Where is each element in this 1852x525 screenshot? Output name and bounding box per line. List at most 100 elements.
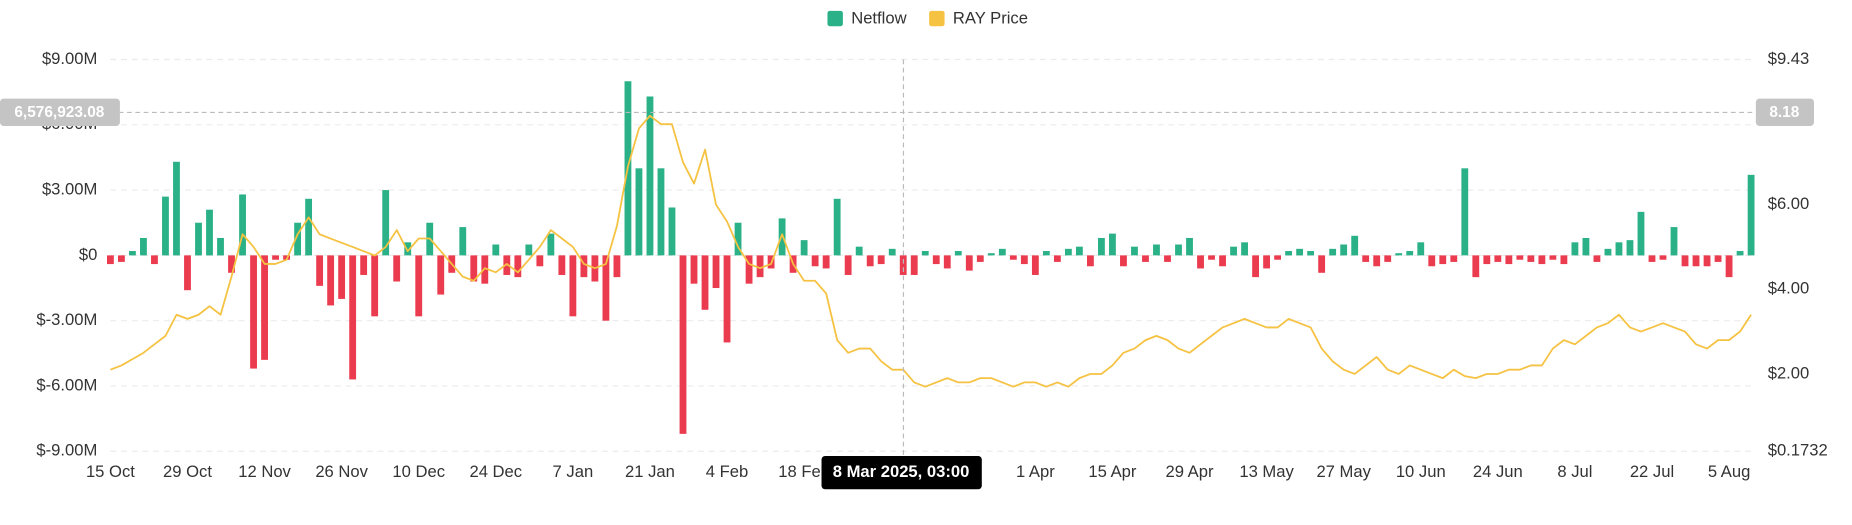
- bar: [1219, 255, 1226, 267]
- bar: [316, 255, 324, 286]
- x-tick-label: 15 Apr: [1088, 462, 1136, 481]
- bar: [679, 255, 687, 434]
- x-tick-label: 8 Jul: [1557, 462, 1592, 481]
- bar: [437, 255, 445, 295]
- legend-label: Netflow: [851, 9, 907, 28]
- bar: [1175, 244, 1182, 256]
- bar: [1296, 248, 1304, 256]
- bar: [1009, 255, 1017, 260]
- bar: [1516, 255, 1524, 260]
- y-tick-label: $0: [79, 245, 97, 264]
- bar: [943, 255, 951, 269]
- bar: [1659, 255, 1667, 260]
- bar: [811, 255, 819, 267]
- bar: [492, 244, 500, 256]
- bar: [558, 255, 566, 275]
- bar: [1351, 235, 1359, 256]
- bar: [1604, 248, 1612, 256]
- x-tick-label: 21 Jan: [625, 462, 675, 481]
- bar: [1064, 248, 1072, 256]
- bar: [338, 255, 346, 299]
- crosshair-x-box: [821, 456, 982, 490]
- bar: [536, 255, 544, 267]
- bar: [1450, 255, 1458, 262]
- bar: [1428, 255, 1436, 267]
- bar: [1208, 255, 1215, 260]
- plot-area: $-9.00M$-6.00M$-3.00M$0$3.00M$6.00M$9.00…: [36, 9, 1827, 482]
- bar: [1417, 242, 1425, 256]
- bar: [261, 255, 268, 360]
- bar: [1461, 168, 1469, 256]
- bar: [1670, 227, 1678, 256]
- bar: [459, 227, 467, 256]
- price-line: [110, 114, 1752, 388]
- bar: [800, 240, 808, 256]
- bar: [855, 246, 863, 256]
- x-tick-label: 7 Jan: [553, 462, 594, 481]
- bar: [734, 222, 742, 256]
- bar: [1075, 246, 1083, 256]
- y2-tick-label: $2.00: [1768, 363, 1810, 382]
- x-tick-label: 29 Apr: [1165, 462, 1213, 481]
- bar: [690, 255, 698, 284]
- bar: [106, 255, 114, 265]
- bar: [294, 222, 302, 256]
- x-tick-label: 24 Jun: [1473, 462, 1523, 481]
- bar: [1527, 255, 1535, 262]
- bar: [1340, 244, 1348, 256]
- bar: [1648, 255, 1656, 262]
- bar: [987, 253, 995, 256]
- bar: [195, 222, 202, 256]
- bar: [1582, 237, 1590, 256]
- bar: [1439, 255, 1447, 265]
- bar: [1692, 255, 1700, 267]
- bar: [712, 255, 720, 289]
- bar: [1571, 242, 1579, 256]
- bar: [514, 255, 522, 278]
- bar: [866, 255, 874, 267]
- bar: [1153, 244, 1160, 256]
- bar: [1230, 246, 1237, 256]
- bar: [1549, 255, 1557, 260]
- bar: [1483, 255, 1491, 265]
- bar: [327, 255, 335, 306]
- x-tick-label: 27 May: [1316, 462, 1371, 481]
- bar: [1406, 251, 1414, 256]
- bar: [272, 255, 279, 260]
- bar: [1263, 255, 1271, 269]
- bar: [899, 255, 907, 275]
- bar: [1053, 255, 1061, 262]
- legend-label: RAY Price: [953, 9, 1028, 28]
- bar: [921, 251, 929, 256]
- bar: [646, 96, 654, 256]
- bar: [844, 255, 852, 275]
- x-tick-label: 1 Apr: [1016, 462, 1055, 481]
- bar: [470, 255, 478, 282]
- bar: [1681, 255, 1689, 267]
- bar: [657, 168, 665, 256]
- legend-swatch: [929, 10, 945, 27]
- crosshair-y-label: 6,576,923.08: [14, 104, 104, 121]
- bar: [503, 255, 511, 275]
- bar: [228, 255, 235, 273]
- bar: [382, 190, 390, 256]
- crosshair-y-box: [0, 98, 120, 126]
- bar: [1494, 255, 1502, 262]
- bar: [954, 251, 962, 256]
- bar: [1736, 251, 1744, 256]
- bar: [1472, 255, 1480, 278]
- bar: [1186, 237, 1193, 256]
- bar: [1384, 255, 1392, 262]
- y-tick-label: $-6.00M: [36, 375, 97, 394]
- bar: [404, 242, 412, 256]
- bar: [1285, 251, 1293, 256]
- bar: [1020, 255, 1028, 265]
- x-tick-label: 4 Feb: [706, 462, 748, 481]
- x-tick-label: 10 Jun: [1396, 462, 1446, 481]
- bar: [745, 255, 753, 284]
- x-tick-label: 22 Jul: [1630, 462, 1674, 481]
- bar: [1395, 253, 1403, 256]
- bar: [1714, 255, 1722, 262]
- bar: [206, 209, 213, 256]
- bar: [888, 248, 896, 256]
